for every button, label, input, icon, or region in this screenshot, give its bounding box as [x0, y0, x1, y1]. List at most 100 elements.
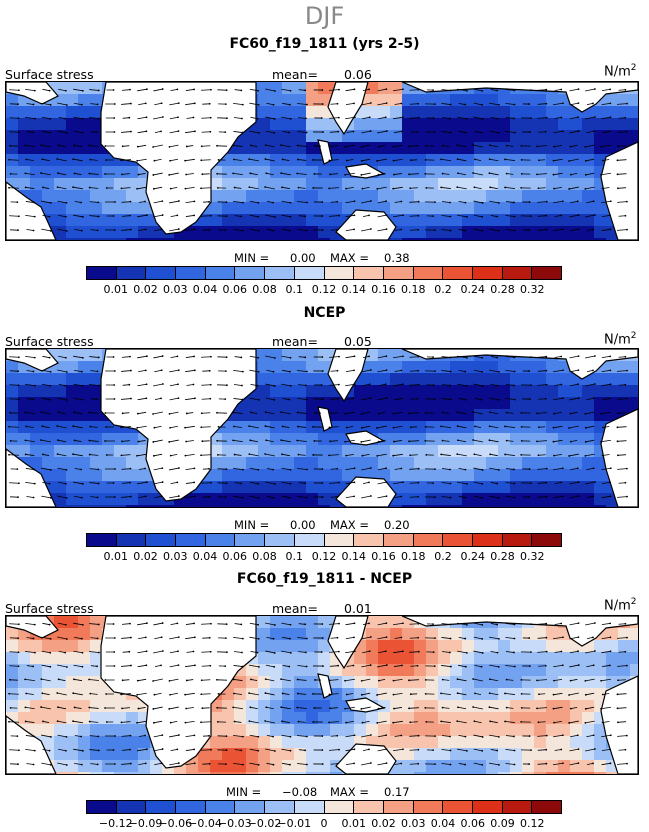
colorbar-swatch	[443, 267, 473, 279]
colorbar-tick-label: 0.28	[490, 550, 515, 563]
colorbar-tick-label: 0.12	[311, 283, 337, 296]
colorbar-tick-label: −0.09	[128, 817, 163, 830]
panel-2-min-value: 0.00	[290, 518, 316, 532]
colorbar-tick-label: 0.32	[520, 283, 545, 296]
panel-1-map	[5, 81, 639, 241]
colorbar-tick-label: 0.28	[490, 283, 515, 296]
colorbar-swatch	[532, 267, 561, 279]
colorbar-swatch	[443, 801, 473, 813]
colorbar-swatch	[472, 801, 503, 813]
colorbar-swatch	[176, 534, 206, 546]
colorbar-tick-label: −0.12	[98, 817, 133, 830]
colorbar-tick-label: 0.24	[460, 283, 486, 296]
colorbar-swatch	[87, 534, 117, 546]
colorbar-swatch	[235, 801, 266, 813]
colorbar-tick-label: 0.01	[341, 817, 367, 830]
colorbar-swatch	[205, 801, 236, 813]
colorbar-tick-label: 0.03	[401, 817, 426, 830]
panel-3-map	[5, 615, 639, 775]
panel-1-mean-value: 0.06	[344, 67, 372, 82]
colorbar-swatch	[443, 534, 473, 546]
colorbar-tick-label: 0.16	[371, 283, 396, 296]
colorbar-swatch	[324, 801, 355, 813]
colorbar-tick-label: 0	[320, 817, 328, 830]
colorbar-swatch	[324, 534, 355, 546]
colorbar-swatch	[235, 267, 266, 279]
panel-2-map	[5, 348, 639, 508]
colorbar-tick-label: 0.32	[520, 550, 545, 563]
colorbar-swatch	[413, 801, 444, 813]
colorbar-tick-label: 0.04	[192, 550, 218, 563]
panel-2-title: NCEP	[303, 305, 346, 321]
panel-3-max-value: 0.17	[384, 785, 410, 799]
colorbar-swatch	[413, 534, 444, 546]
colorbar-tick-label: −0.06	[158, 817, 193, 830]
colorbar-tick-label: 0.16	[371, 550, 396, 563]
colorbar-tick-label: −0.02	[247, 817, 282, 830]
panel-2-mean-label: mean=	[272, 334, 318, 349]
colorbar-tick-label: 0.03	[163, 550, 188, 563]
panel-2-max-label: MAX =	[330, 518, 369, 532]
panel-1-min-value: 0.00	[290, 251, 316, 265]
panel-1-unit: N/m2	[604, 63, 637, 80]
panel-1-field-label: Surface stress	[5, 67, 94, 82]
panel-1-colorbar	[86, 266, 562, 280]
page-title: DJF	[304, 2, 345, 30]
colorbar-tick-label: 0.02	[133, 550, 158, 563]
colorbar-swatch	[502, 534, 533, 546]
colorbar-swatch	[265, 267, 295, 279]
panel-2-field-label: Surface stress	[5, 334, 94, 349]
colorbar-tick-label: 0.06	[222, 550, 248, 563]
colorbar-tick-label: 0.02	[133, 283, 158, 296]
panel-3-title: FC60_f19_1811 - NCEP	[236, 571, 413, 587]
colorbar-swatch	[354, 267, 384, 279]
panel-1-title: FC60_f19_1811 (yrs 2-5)	[229, 36, 420, 52]
colorbar-tick-label: 0.24	[460, 550, 486, 563]
colorbar-swatch	[383, 801, 414, 813]
colorbar-swatch	[265, 534, 295, 546]
colorbar-swatch	[383, 267, 414, 279]
panel-3-colorbar-ticks: −0.12 −0.09 −0.06 −0.04 −0.03 −0.02 −0.01 0 0.01…	[86, 817, 562, 831]
colorbar-tick-label: −0.04	[188, 817, 222, 830]
colorbar-swatch	[205, 534, 236, 546]
panel-3-mean-value: 0.01	[344, 601, 372, 616]
colorbar-swatch	[116, 534, 147, 546]
colorbar-swatch	[532, 534, 561, 546]
colorbar-swatch	[176, 801, 206, 813]
panel-2-mean-value: 0.05	[344, 334, 372, 349]
panel-3-mean-label: mean=	[272, 601, 318, 616]
colorbar-swatch	[294, 801, 325, 813]
colorbar-tick-label: 0.12	[520, 817, 545, 830]
colorbar-swatch	[354, 801, 384, 813]
colorbar-tick-label: 0.09	[490, 817, 515, 830]
colorbar-tick-label: 0.1	[285, 550, 304, 563]
panel-2-colorbar	[86, 533, 562, 547]
colorbar-tick-label: 0.01	[103, 283, 129, 296]
colorbar-tick-label: 0.2	[434, 283, 452, 296]
colorbar-swatch	[324, 267, 355, 279]
colorbar-swatch	[532, 801, 561, 813]
colorbar-swatch	[205, 267, 236, 279]
colorbar-swatch	[354, 534, 384, 546]
colorbar-swatch	[87, 267, 117, 279]
colorbar-swatch	[116, 267, 147, 279]
colorbar-swatch	[176, 267, 206, 279]
colorbar-tick-label: 0.18	[401, 283, 426, 296]
colorbar-tick-label: 0.04	[192, 283, 218, 296]
colorbar-tick-label: −0.03	[217, 817, 252, 830]
colorbar-swatch	[146, 534, 177, 546]
panel-2-min-label: MIN =	[234, 518, 270, 532]
colorbar-swatch	[294, 534, 325, 546]
colorbar-tick-label: 0.08	[252, 283, 277, 296]
colorbar-tick-label: −0.01	[277, 817, 312, 830]
colorbar-swatch	[235, 534, 266, 546]
panel-2-max-value: 0.20	[384, 518, 410, 532]
colorbar-tick-label: 0.06	[460, 817, 486, 830]
panel-3-colorbar	[86, 800, 562, 814]
colorbar-swatch	[502, 267, 533, 279]
panel-1-min-label: MIN =	[234, 251, 270, 265]
colorbar-tick-label: 0.12	[311, 550, 337, 563]
colorbar-tick-label: 0.14	[341, 283, 367, 296]
colorbar-swatch	[472, 534, 503, 546]
